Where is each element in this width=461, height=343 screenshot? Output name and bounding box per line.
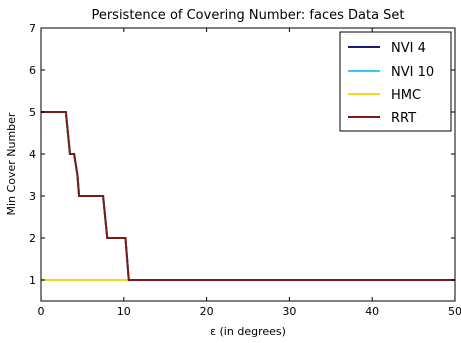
y-tick-label: 3 (29, 190, 36, 203)
x-tick-label: 10 (117, 305, 131, 318)
x-tick-label: 20 (200, 305, 214, 318)
legend-label-hmc: HMC (391, 88, 421, 103)
ticks-layer: 0 10 20 30 40 50 1 2 3 4 5 6 7 (29, 22, 461, 318)
legend-label-rrt: RRT (391, 111, 416, 126)
x-tick-label: 50 (448, 305, 461, 318)
legend-box (339, 31, 452, 132)
legend-label-nvi-4: NVI 4 (391, 41, 426, 56)
x-axis-label: ε (in degrees) (210, 325, 286, 338)
legend: NVI 4 NVI 10 HMC RRT (339, 31, 452, 132)
y-tick-label: 7 (29, 22, 36, 35)
x-tick-label: 40 (365, 305, 379, 318)
y-tick-label: 6 (29, 64, 36, 77)
series-layer (41, 111, 455, 281)
y-axis-label: Min Cover Number (5, 112, 18, 215)
x-tick-label: 30 (282, 305, 296, 318)
chart-title: Persistence of Covering Number: faces Da… (91, 8, 404, 23)
y-tick-label: 1 (29, 274, 36, 287)
y-tick-label: 4 (29, 148, 36, 161)
plot-frame (40, 27, 456, 302)
y-tick-label: 5 (29, 106, 36, 119)
legend-label-nvi-10: NVI 10 (391, 65, 434, 80)
series-line-rrt (41, 111, 455, 281)
y-tick-label: 2 (29, 232, 36, 245)
x-tick-label: 0 (38, 305, 45, 318)
